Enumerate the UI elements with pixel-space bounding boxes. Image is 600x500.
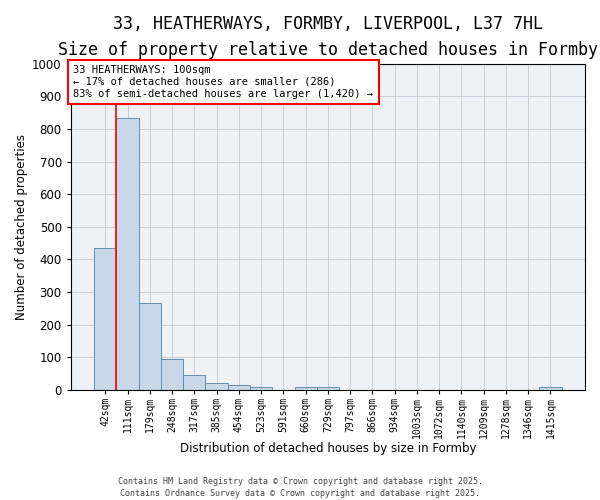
Y-axis label: Number of detached properties: Number of detached properties <box>15 134 28 320</box>
Bar <box>161 359 183 390</box>
Bar <box>94 248 116 390</box>
Bar <box>183 375 205 390</box>
X-axis label: Distribution of detached houses by size in Formby: Distribution of detached houses by size … <box>179 442 476 455</box>
Text: 33 HEATHERWAYS: 100sqm
← 17% of detached houses are smaller (286)
83% of semi-de: 33 HEATHERWAYS: 100sqm ← 17% of detached… <box>73 66 373 98</box>
Bar <box>250 386 272 390</box>
Bar <box>228 385 250 390</box>
Bar <box>139 304 161 390</box>
Title: 33, HEATHERWAYS, FORMBY, LIVERPOOL, L37 7HL
Size of property relative to detache: 33, HEATHERWAYS, FORMBY, LIVERPOOL, L37 … <box>58 15 598 60</box>
Bar <box>116 118 139 390</box>
Bar <box>295 386 317 390</box>
Text: Contains HM Land Registry data © Crown copyright and database right 2025.
Contai: Contains HM Land Registry data © Crown c… <box>118 476 482 498</box>
Bar <box>317 386 339 390</box>
Bar <box>205 383 228 390</box>
Bar <box>539 386 562 390</box>
